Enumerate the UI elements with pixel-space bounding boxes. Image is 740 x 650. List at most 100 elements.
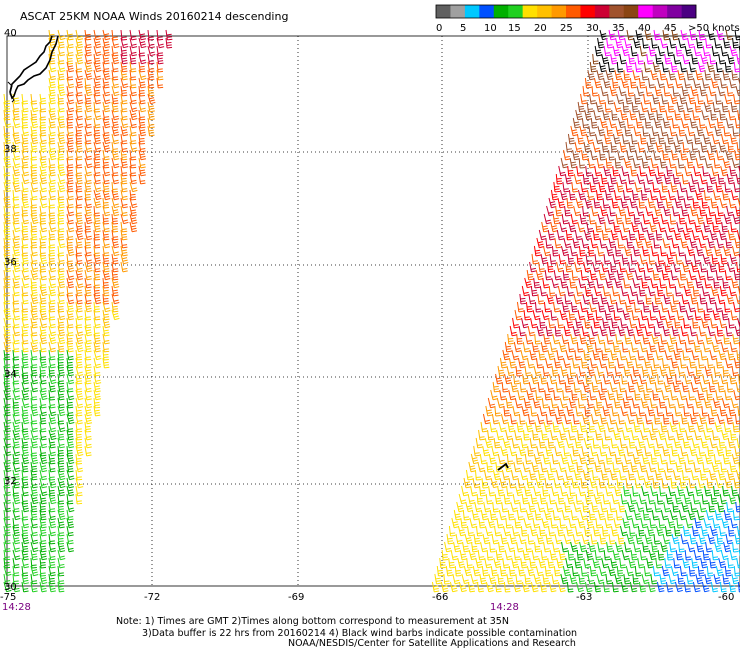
barb-flag [122, 206, 128, 209]
barb-flag [672, 156, 678, 158]
barb-flag [105, 309, 111, 313]
barb-flag [86, 51, 92, 54]
barb-flag [6, 125, 12, 129]
barb-flag [619, 121, 625, 124]
barb-flag [76, 140, 82, 142]
barb-flag [596, 86, 602, 89]
wind-barb [138, 45, 141, 57]
barb-flag [41, 550, 47, 553]
barb-flag [5, 257, 11, 260]
barb-flag [562, 163, 568, 166]
barb-flag [574, 246, 580, 249]
wind-barb [651, 125, 655, 136]
barb-flag [104, 123, 110, 126]
barb-flag [33, 221, 39, 225]
barb-flag [41, 406, 47, 409]
barb-flag [665, 145, 671, 148]
barb-flag [735, 241, 740, 244]
barb-flag [67, 521, 74, 524]
barb-flag [50, 278, 56, 281]
wind-barb [3, 509, 6, 520]
barb-flag [628, 155, 634, 158]
wind-barb [707, 29, 711, 40]
barb-flag [59, 214, 65, 217]
barb-flag [104, 193, 110, 196]
barb-flag [535, 254, 541, 257]
wind-barb [585, 133, 590, 144]
barb-flag [78, 237, 84, 241]
barb-flag [601, 246, 607, 249]
wind-barb [48, 565, 52, 576]
barb-flag [140, 38, 147, 41]
barb-flag [720, 118, 726, 121]
wind-barb [21, 261, 25, 272]
barb-flag [121, 129, 128, 132]
barb-flag [51, 341, 57, 345]
barb-flag [167, 38, 173, 41]
barb-flag [589, 198, 595, 201]
wind-barb [702, 165, 705, 176]
barb-flag [13, 220, 20, 222]
wind-barb [596, 245, 600, 256]
wind-barb [574, 141, 578, 152]
legend-tick-label: 45 [664, 23, 677, 34]
wind-barb [48, 429, 53, 440]
barb-flag [113, 108, 119, 110]
barb-flag [612, 150, 618, 153]
barb-flag [51, 334, 57, 337]
barb-flag [76, 324, 82, 326]
barb-flag [86, 217, 92, 220]
barb-flag [122, 116, 128, 118]
barb-flag [60, 245, 66, 249]
barb-flag [559, 203, 565, 206]
wind-barb [30, 517, 34, 528]
barb-flag [103, 201, 109, 204]
wind-barb [120, 77, 124, 88]
barb-flag [50, 267, 56, 270]
barb-flag [729, 238, 736, 241]
barb-flag [131, 182, 137, 185]
wind-barb [93, 245, 96, 256]
barb-flag [639, 116, 645, 118]
barb-flag [5, 404, 11, 406]
wind-barb [591, 173, 595, 184]
barb-flag [130, 164, 136, 166]
barb-flag [31, 116, 37, 118]
wind-barb [75, 493, 78, 504]
barb-flag [671, 65, 677, 68]
wind-barb [3, 93, 6, 104]
barb-flag [77, 206, 83, 209]
barb-flag [560, 260, 566, 262]
barb-flag [4, 252, 10, 254]
barb-flag [50, 518, 56, 521]
barb-flag [69, 230, 75, 233]
barb-flag [68, 332, 74, 334]
barb-flag [737, 92, 740, 94]
barb-flag [710, 60, 716, 62]
barb-flag [580, 195, 586, 198]
barb-flag [692, 211, 698, 214]
barb-flag [67, 345, 73, 348]
barb-flag [614, 51, 620, 54]
wind-barb [649, 189, 653, 200]
barb-flag [32, 518, 38, 521]
barb-flag [40, 308, 46, 310]
barb-flag [59, 76, 65, 78]
wind-barb [48, 325, 52, 336]
barb-flag [734, 217, 740, 220]
barb-flag [726, 68, 732, 70]
wind-barb [48, 205, 51, 217]
barb-flag [652, 252, 658, 254]
barb-flag [14, 212, 20, 214]
barb-flag [602, 57, 608, 60]
barb-flag [724, 132, 730, 134]
barb-flag [606, 161, 612, 164]
barb-flag [22, 310, 29, 313]
barb-flag [634, 252, 640, 254]
wind-barb [120, 133, 123, 144]
wind-barb [706, 93, 709, 104]
barb-flag [113, 102, 119, 105]
barb-flag [6, 589, 12, 593]
barb-flag [610, 123, 617, 126]
barb-flag [570, 161, 577, 164]
